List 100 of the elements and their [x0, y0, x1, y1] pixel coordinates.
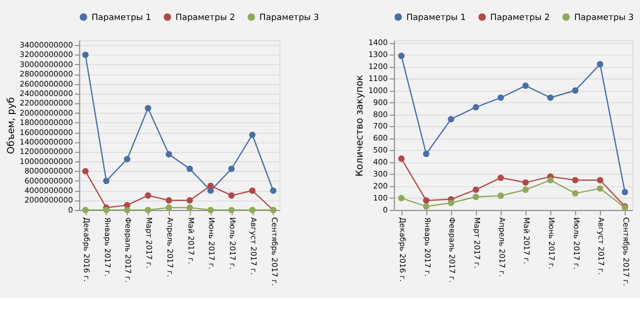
point [498, 192, 504, 199]
x-tick-label: Сентябрь 2017 г. [270, 217, 279, 286]
y-tick-label: 200 [373, 182, 388, 191]
point [423, 197, 430, 204]
y-tick-label: 500 [373, 146, 388, 155]
y-tick-label: 22000000000 [20, 98, 74, 108]
y-tick-label: 20000000000 [20, 108, 74, 118]
point [249, 206, 256, 214]
point [398, 155, 405, 162]
point [186, 204, 193, 211]
y-tick-label: 600 [373, 134, 388, 143]
y-tick-label: 400 [373, 158, 388, 167]
x-tick-label: Май 2017 г. [522, 217, 532, 264]
y-tick-label: 1200 [368, 62, 388, 71]
point [166, 204, 172, 211]
y-tick-label: 1400 [368, 38, 388, 48]
x-tick-label: Март 2017 г. [472, 217, 482, 268]
point [228, 166, 235, 172]
y-tick-label: 0 [68, 205, 74, 214]
x-tick-label: Январь 2017 г. [102, 217, 112, 277]
point [596, 60, 604, 68]
point [144, 104, 152, 112]
point [249, 132, 256, 138]
point [547, 176, 554, 184]
x-tick-label: Июнь 2017 г. [546, 217, 556, 270]
legend-label: Параметры 1 [92, 12, 152, 23]
point [547, 94, 554, 101]
y-tick-label: 16000000000 [20, 128, 74, 137]
y-tick-label: 34000000000 [20, 40, 74, 50]
y-tick-label: 30000000000 [20, 60, 74, 69]
point [82, 52, 89, 58]
point [472, 104, 480, 110]
point [423, 203, 430, 210]
y-tick-label: 2000000000 [24, 196, 74, 205]
y-tick-label: 1100 [368, 74, 388, 83]
y-tick-label: 4000000000 [24, 186, 74, 196]
point [166, 197, 172, 204]
point [124, 156, 130, 162]
point [423, 150, 430, 158]
y-tick-label: 24000000000 [20, 89, 74, 98]
x-tick-label: Февраль 2017 г. [448, 217, 457, 283]
legend-label: Параметры 2 [490, 12, 550, 23]
point [498, 94, 504, 101]
y-tick-label: 0 [382, 205, 388, 214]
x-tick-label: Июль 2017 г. [572, 217, 581, 270]
point [207, 206, 214, 214]
y-tick-label: 100 [373, 193, 388, 202]
point [207, 182, 214, 189]
y-tick-label: 900 [373, 98, 388, 107]
point [186, 166, 193, 172]
point [124, 206, 130, 214]
point [622, 188, 628, 196]
y-tick-label: 1300 [368, 50, 388, 59]
point [144, 206, 152, 214]
legend-label: Параметры 2 [176, 12, 236, 23]
point [270, 187, 276, 194]
point [522, 179, 529, 186]
point [596, 176, 604, 184]
point [472, 186, 480, 193]
x-tick-label: Апрель 2017 г. [497, 217, 506, 277]
y-tick-label: 14000000000 [20, 138, 74, 147]
point [596, 185, 604, 192]
y-tick-label: 10000000000 [20, 156, 74, 166]
x-tick-label: Сентябрь 2017 г. [621, 217, 630, 286]
y-axis-title: Объем, руб [6, 97, 17, 154]
point [144, 192, 152, 199]
x-tick-label: Июль 2017 г. [228, 217, 238, 270]
point [522, 186, 529, 193]
x-tick-label: Апрель 2017 г. [165, 217, 174, 277]
point [448, 200, 454, 206]
x-tick-label: Июнь 2017 г. [207, 217, 216, 270]
point [398, 52, 405, 59]
point [249, 187, 256, 194]
x-tick-label: Август 2017 г. [596, 217, 606, 275]
point [186, 197, 193, 204]
y-tick-label: 32000000000 [20, 50, 74, 60]
point [103, 178, 110, 184]
legend-label: Параметры 1 [406, 12, 466, 23]
y-tick-label: 18000000000 [20, 118, 74, 128]
y-tick-label: 12000000000 [20, 147, 74, 156]
y-tick-label: 26000000000 [20, 79, 74, 88]
point [228, 206, 235, 214]
y-tick-label: 1000 [368, 86, 388, 95]
point [103, 206, 110, 214]
point [522, 82, 529, 89]
point [166, 151, 172, 158]
y-axis-title: Количество закупок [354, 74, 366, 176]
x-tick-label: Август 2017 г. [248, 217, 258, 275]
y-tick-label: 700 [373, 122, 388, 131]
point [498, 174, 504, 181]
point [82, 168, 89, 174]
legend-label: Параметры 3 [574, 12, 634, 23]
x-tick-label: Февраль 2017 г. [124, 217, 133, 283]
y-tick-label: 6000000000 [24, 176, 74, 186]
x-tick-label: Январь 2017 г. [422, 217, 432, 277]
x-tick-label: Декабрь 2016 г. [82, 217, 91, 282]
point [398, 194, 405, 202]
y-tick-label: 800 [373, 110, 388, 119]
y-tick-label: 300 [373, 170, 388, 179]
point [82, 206, 89, 214]
